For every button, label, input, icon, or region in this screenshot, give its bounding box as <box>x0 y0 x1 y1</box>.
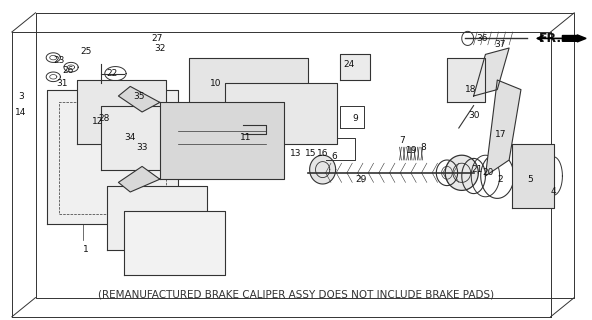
Text: 25: 25 <box>80 47 92 56</box>
Text: 3: 3 <box>18 92 24 100</box>
Text: 36: 36 <box>477 34 488 43</box>
Text: 7: 7 <box>400 136 406 145</box>
Polygon shape <box>447 58 485 102</box>
Polygon shape <box>512 144 554 208</box>
Text: 21: 21 <box>471 165 482 174</box>
Polygon shape <box>101 106 184 170</box>
Text: 30: 30 <box>468 111 480 120</box>
Text: (REMANUFACTURED BRAKE CALIPER ASSY DOES NOT INCLUDE BRAKE PADS): (REMANUFACTURED BRAKE CALIPER ASSY DOES … <box>98 289 494 300</box>
Polygon shape <box>474 48 509 96</box>
Text: 11: 11 <box>240 133 252 142</box>
Polygon shape <box>189 58 308 118</box>
Text: 26: 26 <box>62 66 74 75</box>
Polygon shape <box>310 155 336 184</box>
Text: FR.: FR. <box>539 32 562 45</box>
Polygon shape <box>160 102 284 179</box>
Text: 16: 16 <box>317 149 329 158</box>
Text: 20: 20 <box>482 168 494 177</box>
Text: 6: 6 <box>332 152 337 161</box>
Text: 10: 10 <box>210 79 222 88</box>
Polygon shape <box>47 90 178 224</box>
Text: 27: 27 <box>151 34 163 43</box>
Text: 37: 37 <box>494 40 506 49</box>
Text: 28: 28 <box>98 114 110 123</box>
Text: 17: 17 <box>494 130 506 139</box>
Text: 32: 32 <box>154 44 166 52</box>
Text: 23: 23 <box>53 56 65 65</box>
Text: 34: 34 <box>124 133 136 142</box>
Text: 1: 1 <box>83 245 89 254</box>
Text: 18: 18 <box>465 85 477 94</box>
Text: 4: 4 <box>551 188 556 196</box>
Polygon shape <box>515 150 551 202</box>
Text: 13: 13 <box>290 149 302 158</box>
Polygon shape <box>445 155 478 190</box>
Text: 24: 24 <box>343 60 355 68</box>
Text: 14: 14 <box>15 108 27 116</box>
Polygon shape <box>107 186 207 250</box>
Text: 22: 22 <box>107 69 118 78</box>
Polygon shape <box>118 166 160 192</box>
Text: 31: 31 <box>56 79 68 88</box>
Text: 5: 5 <box>527 175 533 184</box>
Text: 33: 33 <box>136 143 148 152</box>
Text: 15: 15 <box>305 149 317 158</box>
Polygon shape <box>340 54 370 80</box>
Text: 12: 12 <box>92 117 104 126</box>
Polygon shape <box>77 80 166 144</box>
Polygon shape <box>118 86 160 112</box>
Polygon shape <box>124 211 225 275</box>
Text: 35: 35 <box>133 92 145 100</box>
FancyArrow shape <box>562 35 586 42</box>
Text: 8: 8 <box>420 143 426 152</box>
Polygon shape <box>485 80 521 176</box>
Polygon shape <box>225 83 337 144</box>
Text: 29: 29 <box>355 175 367 184</box>
Text: 2: 2 <box>497 175 503 184</box>
Text: 19: 19 <box>406 146 417 155</box>
Text: 9: 9 <box>352 114 358 123</box>
